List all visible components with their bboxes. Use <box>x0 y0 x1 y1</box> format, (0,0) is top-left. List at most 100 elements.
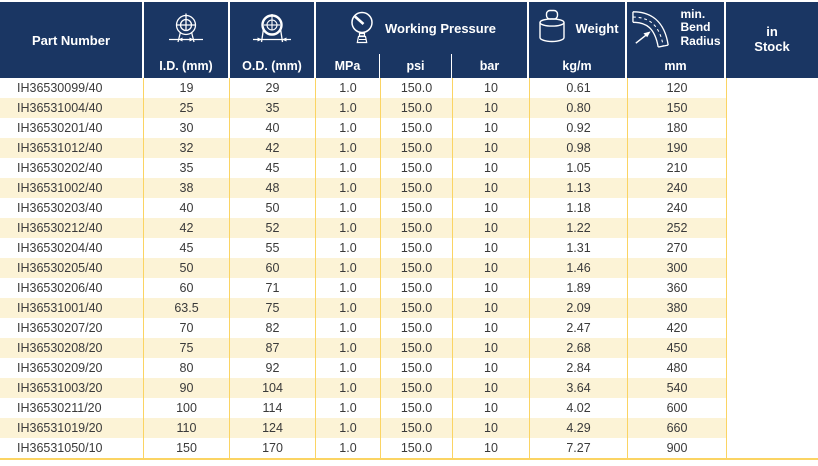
cell-bend-radius: 600 <box>628 398 727 418</box>
cell-weight: 2.09 <box>530 298 628 318</box>
cell-bend-radius: 540 <box>628 378 727 398</box>
cell-weight: 4.29 <box>530 418 628 438</box>
table-row: IH36530207/20 70 82 1.0 150.0 10 2.47 42… <box>0 318 818 338</box>
cell-pressure-mpa: 1.0 <box>316 158 381 178</box>
cell-inner-diameter: 80 <box>144 358 230 378</box>
part-number-label: Part Number <box>31 32 111 48</box>
cell-pressure-psi: 150.0 <box>381 358 453 378</box>
table-row: IH36530202/40 35 45 1.0 150.0 10 1.05 21… <box>0 158 818 178</box>
cell-weight: 0.98 <box>530 138 628 158</box>
cell-weight: 4.02 <box>530 398 628 418</box>
cell-bend-radius: 450 <box>628 338 727 358</box>
in-stock-label: in Stock <box>754 24 790 54</box>
cell-weight: 1.13 <box>530 178 628 198</box>
cell-part-number: IH36531050/10 <box>0 438 144 458</box>
cell-weight: 3.64 <box>530 378 628 398</box>
working-pressure-label: Working Pressure <box>384 20 497 36</box>
cell-pressure-bar: 10 <box>453 418 530 438</box>
cell-in-stock <box>727 238 818 258</box>
working-pressure-units: MPa psi bar <box>316 54 527 78</box>
cell-pressure-mpa: 1.0 <box>316 78 381 98</box>
cell-in-stock <box>727 438 818 458</box>
cell-pressure-mpa: 1.0 <box>316 278 381 298</box>
cell-outer-diameter: 50 <box>230 198 316 218</box>
cell-in-stock <box>727 338 818 358</box>
cell-in-stock <box>727 218 818 238</box>
bend-radius-unit: mm <box>664 59 687 73</box>
cell-pressure-bar: 10 <box>453 338 530 358</box>
cell-pressure-bar: 10 <box>453 98 530 118</box>
cell-in-stock <box>727 278 818 298</box>
cell-outer-diameter: 170 <box>230 438 316 458</box>
cell-weight: 1.18 <box>530 198 628 218</box>
cell-outer-diameter: 48 <box>230 178 316 198</box>
cell-pressure-mpa: 1.0 <box>316 438 381 458</box>
cell-pressure-mpa: 1.0 <box>316 178 381 198</box>
cell-outer-diameter: 40 <box>230 118 316 138</box>
cell-pressure-bar: 10 <box>453 318 530 338</box>
header-working-pressure: Working Pressure MPa psi bar <box>316 2 527 78</box>
cell-pressure-bar: 10 <box>453 198 530 218</box>
cell-pressure-bar: 10 <box>453 78 530 98</box>
inner-diameter-icon <box>169 13 203 42</box>
table-row: IH36530212/40 42 52 1.0 150.0 10 1.22 25… <box>0 218 818 238</box>
cell-part-number: IH36530205/40 <box>0 258 144 278</box>
table-row: IH36530211/20 100 114 1.0 150.0 10 4.02 … <box>0 398 818 418</box>
cell-outer-diameter: 52 <box>230 218 316 238</box>
cell-in-stock <box>727 198 818 218</box>
cell-pressure-psi: 150.0 <box>381 78 453 98</box>
cell-inner-diameter: 50 <box>144 258 230 278</box>
cell-inner-diameter: 38 <box>144 178 230 198</box>
bend-radius-label: min. Bend Radius <box>680 6 721 48</box>
cell-weight: 1.05 <box>530 158 628 178</box>
cell-outer-diameter: 29 <box>230 78 316 98</box>
cell-inner-diameter: 32 <box>144 138 230 158</box>
table-row: IH36531004/40 25 35 1.0 150.0 10 0.80 15… <box>0 98 818 118</box>
cell-pressure-psi: 150.0 <box>381 378 453 398</box>
cell-pressure-psi: 150.0 <box>381 198 453 218</box>
table-row: IH36530209/20 80 92 1.0 150.0 10 2.84 48… <box>0 358 818 378</box>
cell-pressure-bar: 10 <box>453 278 530 298</box>
cell-weight: 2.84 <box>530 358 628 378</box>
cell-in-stock <box>727 178 818 198</box>
cell-pressure-mpa: 1.0 <box>316 218 381 238</box>
cell-bend-radius: 900 <box>628 438 727 458</box>
cell-bend-radius: 150 <box>628 98 727 118</box>
cell-in-stock <box>727 418 818 438</box>
cell-in-stock <box>727 98 818 118</box>
cell-weight: 2.47 <box>530 318 628 338</box>
table-row: IH36530201/40 30 40 1.0 150.0 10 0.92 18… <box>0 118 818 138</box>
cell-weight: 0.61 <box>530 78 628 98</box>
cell-pressure-mpa: 1.0 <box>316 418 381 438</box>
unit-mpa: MPa <box>334 59 361 73</box>
cell-bend-radius: 190 <box>628 138 727 158</box>
cell-outer-diameter: 114 <box>230 398 316 418</box>
header-weight: Weight kg/m <box>529 2 625 78</box>
cell-part-number: IH36531003/20 <box>0 378 144 398</box>
cell-part-number: IH36530209/20 <box>0 358 144 378</box>
cell-bend-radius: 420 <box>628 318 727 338</box>
cell-weight: 0.80 <box>530 98 628 118</box>
pressure-gauge-icon <box>351 11 373 44</box>
cell-pressure-psi: 150.0 <box>381 398 453 418</box>
cell-pressure-mpa: 1.0 <box>316 238 381 258</box>
cell-in-stock <box>727 118 818 138</box>
cell-pressure-bar: 10 <box>453 118 530 138</box>
cell-inner-diameter: 19 <box>144 78 230 98</box>
cell-pressure-mpa: 1.0 <box>316 298 381 318</box>
cell-inner-diameter: 150 <box>144 438 230 458</box>
table-row: IH36531012/40 32 42 1.0 150.0 10 0.98 19… <box>0 138 818 158</box>
cell-weight: 0.92 <box>530 118 628 138</box>
cell-outer-diameter: 42 <box>230 138 316 158</box>
cell-outer-diameter: 60 <box>230 258 316 278</box>
cell-pressure-bar: 10 <box>453 398 530 418</box>
cell-pressure-bar: 10 <box>453 238 530 258</box>
cell-bend-radius: 360 <box>628 278 727 298</box>
cell-bend-radius: 270 <box>628 238 727 258</box>
cell-in-stock <box>727 258 818 278</box>
cell-weight: 2.68 <box>530 338 628 358</box>
cell-part-number: IH36530202/40 <box>0 158 144 178</box>
bend-radius-icon <box>632 11 670 48</box>
outer-diameter-icon <box>253 13 291 42</box>
unit-psi: psi <box>379 54 451 78</box>
